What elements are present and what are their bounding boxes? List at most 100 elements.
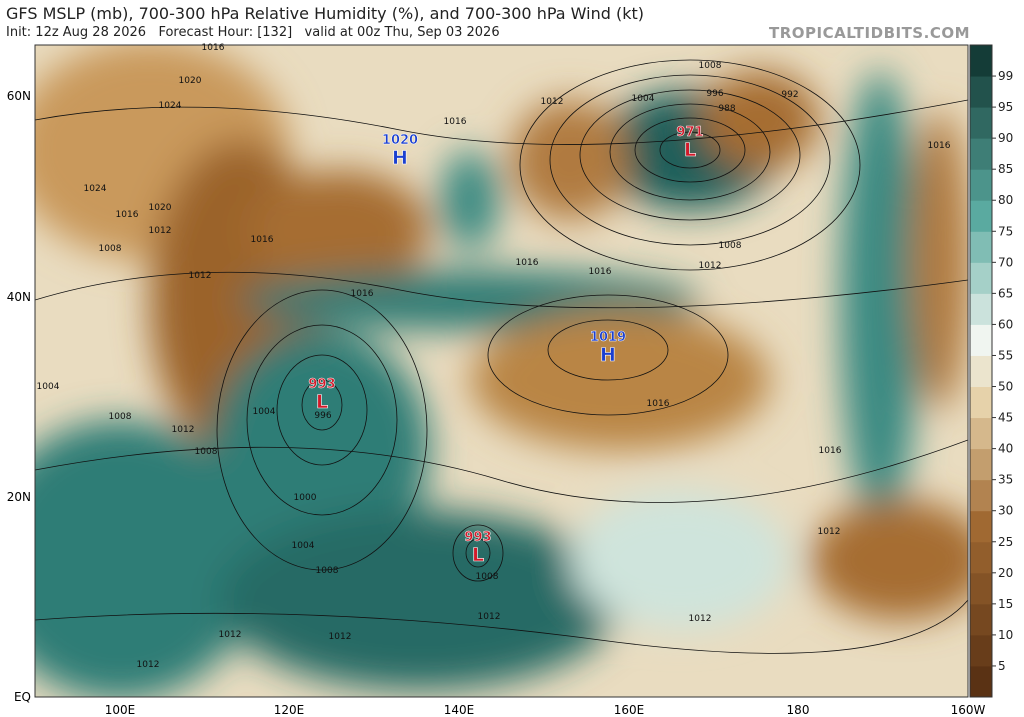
colorbar-segment bbox=[970, 230, 992, 263]
isobar-label: 1012 bbox=[189, 271, 212, 281]
center-letter: H bbox=[600, 344, 616, 366]
isobar-label: 1016 bbox=[202, 43, 225, 53]
isobar-label: 1016 bbox=[444, 117, 467, 127]
colorbar-segment bbox=[970, 541, 992, 574]
isobar-label: 1008 bbox=[476, 572, 499, 582]
isobar-label: 1008 bbox=[99, 244, 122, 254]
isobar-label: 1008 bbox=[109, 412, 132, 422]
isobar-label: 1024 bbox=[159, 101, 182, 111]
isobar-label: 1016 bbox=[928, 141, 951, 151]
isobar-label: 996 bbox=[706, 89, 723, 99]
isobars bbox=[35, 59, 968, 654]
isobar-label: 1012 bbox=[137, 660, 160, 670]
isobar-label: 1012 bbox=[329, 632, 352, 642]
colorbar-label: 45 bbox=[998, 411, 1013, 425]
center-pressure: 993 bbox=[308, 377, 335, 392]
colorbar-label: 80 bbox=[998, 193, 1013, 207]
colorbar-label: 5 bbox=[998, 659, 1006, 673]
lon-label: 160E bbox=[614, 703, 645, 717]
isobar-label: 1008 bbox=[316, 566, 339, 576]
isobar-label: 1004 bbox=[632, 94, 655, 104]
isobar-label: 1004 bbox=[37, 382, 60, 392]
isobar-label: 1024 bbox=[84, 184, 107, 194]
isobar-label: 1016 bbox=[819, 446, 842, 456]
isobar-label: 1008 bbox=[699, 61, 722, 71]
subtitle: Init: 12z Aug 28 2026 Forecast Hour: [13… bbox=[6, 25, 500, 40]
colorbar-label: 35 bbox=[998, 473, 1013, 487]
lon-label: 160W bbox=[951, 703, 986, 717]
isobar-label: 1012 bbox=[149, 226, 172, 236]
colorbar-label: 50 bbox=[998, 380, 1013, 394]
colorbar-segment bbox=[970, 292, 992, 325]
colorbar-label: 85 bbox=[998, 162, 1013, 176]
colorbar-label: 25 bbox=[998, 535, 1013, 549]
isobar-label: 1016 bbox=[589, 267, 612, 277]
colorbar-segment bbox=[970, 137, 992, 170]
colorbar-label: 60 bbox=[998, 317, 1013, 331]
isobar-label: 996 bbox=[314, 411, 331, 421]
center-letter: L bbox=[316, 391, 328, 413]
colorbar-segment bbox=[970, 75, 992, 108]
isobar-label: 1004 bbox=[253, 407, 276, 417]
colorbar-segment bbox=[970, 168, 992, 201]
colorbar-label: 70 bbox=[998, 255, 1013, 269]
lon-label: 180 bbox=[787, 703, 810, 717]
colorbar-segment bbox=[970, 603, 992, 636]
isobar-label: 1012 bbox=[818, 527, 841, 537]
isobar-label: 1012 bbox=[689, 614, 712, 624]
title: GFS MSLP (mb), 700-300 hPa Relative Humi… bbox=[6, 4, 644, 23]
colorbar-segment bbox=[970, 106, 992, 139]
lat-label: EQ bbox=[14, 690, 31, 704]
center-letter: H bbox=[392, 147, 408, 169]
colorbar-segment bbox=[970, 386, 992, 419]
center-letter: L bbox=[472, 544, 484, 566]
colorbar-segment bbox=[970, 448, 992, 481]
center-pressure: 971 bbox=[676, 125, 703, 140]
isobar-label: 988 bbox=[718, 104, 735, 114]
colorbar-segment bbox=[970, 572, 992, 605]
colorbar-label: 75 bbox=[998, 224, 1013, 238]
isobar-label: 1012 bbox=[699, 261, 722, 271]
isobar-label: 1016 bbox=[647, 399, 670, 409]
isobar-label: 1012 bbox=[219, 630, 242, 640]
colorbar-segment bbox=[970, 44, 992, 77]
colorbar-label: 15 bbox=[998, 597, 1013, 611]
colorbar-segment bbox=[970, 261, 992, 294]
colorbar-label: 90 bbox=[998, 131, 1013, 145]
watermark: TROPICALTIDBITS.COM bbox=[769, 24, 970, 42]
colorbar-segment bbox=[970, 479, 992, 512]
isobar-label: 1020 bbox=[179, 76, 202, 86]
colorbar-label: 40 bbox=[998, 442, 1013, 456]
colorbar-label: 65 bbox=[998, 286, 1013, 300]
lat-label: 40N bbox=[7, 290, 31, 304]
isobar-label: 1012 bbox=[478, 612, 501, 622]
colorbar-segment bbox=[970, 417, 992, 450]
colorbar-segment bbox=[970, 354, 992, 388]
center-pressure: 1020 bbox=[382, 133, 418, 148]
isobar-label: 1008 bbox=[719, 241, 742, 251]
colorbar-segment bbox=[970, 510, 992, 543]
isobar-label: 1016 bbox=[116, 210, 139, 220]
colorbar-segment bbox=[970, 323, 992, 356]
colorbar-segment bbox=[970, 199, 992, 232]
colorbar-segment bbox=[970, 634, 992, 667]
isobar-label: 1016 bbox=[516, 258, 539, 268]
colorbar-segment bbox=[970, 665, 992, 698]
colorbar-label: 10 bbox=[998, 628, 1013, 642]
humidity-field bbox=[35, 45, 968, 697]
lon-label: 100E bbox=[105, 703, 136, 717]
isobar-label: 1016 bbox=[251, 235, 274, 245]
map-frame bbox=[34, 44, 969, 698]
colorbar-label: 20 bbox=[998, 566, 1013, 580]
isobar-label: 1012 bbox=[541, 97, 564, 107]
center-letter: L bbox=[684, 139, 696, 161]
isobar-label: 1016 bbox=[351, 289, 374, 299]
isobar-label: 1020 bbox=[149, 203, 172, 213]
center-pressure: 993 bbox=[464, 530, 491, 545]
isobar-label: 1000 bbox=[294, 493, 317, 503]
colorbar-label: 95 bbox=[998, 100, 1013, 114]
isobar-label: 1004 bbox=[292, 541, 315, 551]
lon-label: 120E bbox=[274, 703, 305, 717]
